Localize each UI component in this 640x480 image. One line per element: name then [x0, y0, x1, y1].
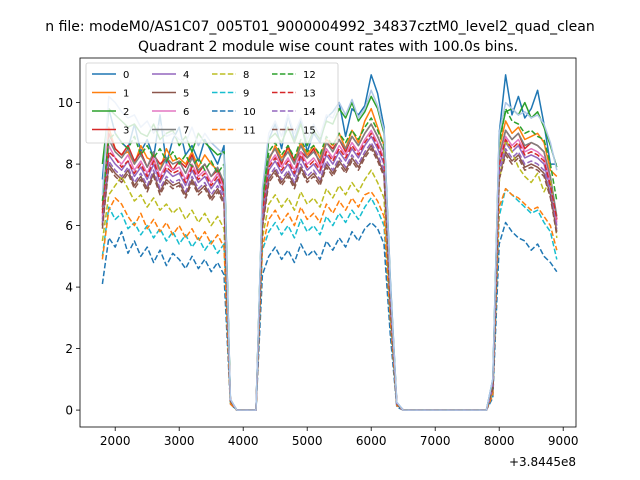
y-tick-label: 6 [65, 219, 73, 233]
x-tick-label: 8000 [484, 434, 515, 448]
y-tick-label: 8 [65, 158, 73, 172]
legend-label: 3 [123, 126, 129, 137]
x-tick-label: 9000 [548, 434, 579, 448]
x-tick-label: 2000 [100, 434, 131, 448]
series-line-15 [101, 147, 558, 411]
series-line-3 [101, 123, 558, 411]
x-offset-label: +3.8445e8 [509, 455, 576, 469]
series-line-4 [101, 135, 558, 411]
legend-label: 2 [123, 107, 129, 118]
figure-suptitle: n file: modeM0/AS1C07_005T01_9000004992_… [45, 19, 594, 35]
x-tick-label: 4000 [228, 434, 259, 448]
legend-label: 13 [303, 89, 316, 100]
legend-label: 12 [303, 70, 316, 81]
legend-label: 11 [243, 126, 256, 137]
legend-label: 5 [183, 89, 189, 100]
legend-label: 14 [303, 107, 316, 118]
series-line-9 [101, 187, 558, 411]
legend-label: 0 [123, 70, 129, 81]
legend-label: 8 [243, 70, 249, 81]
series-line-10 [101, 221, 558, 411]
y-tick-label: 10 [58, 96, 73, 110]
x-tick-label: 5000 [292, 434, 323, 448]
legend-label: 15 [303, 126, 316, 137]
x-tick-label: 7000 [420, 434, 451, 448]
legend-label: 6 [183, 107, 189, 118]
legend-label: 7 [183, 126, 189, 137]
series-line-5 [101, 144, 558, 411]
tick-layer: 2000 3000 4000 5000 6000 7000 8000 9000 0 2 4 6 8 10 [58, 96, 579, 448]
y-tick-label: 0 [65, 404, 73, 418]
legend-label: 1 [123, 89, 129, 100]
legend-label: 9 [243, 89, 249, 100]
chart-title: Quadrant 2 module wise count rates with … [138, 39, 518, 55]
plot-frame [79, 57, 577, 428]
y-tick-label: 2 [65, 342, 73, 356]
y-tick-label: 4 [65, 281, 73, 295]
x-tick-label: 6000 [356, 434, 387, 448]
legend-label: 10 [243, 107, 256, 118]
legend-box [85, 62, 339, 144]
legend-label: 4 [183, 70, 189, 81]
x-tick-label: 3000 [164, 434, 195, 448]
